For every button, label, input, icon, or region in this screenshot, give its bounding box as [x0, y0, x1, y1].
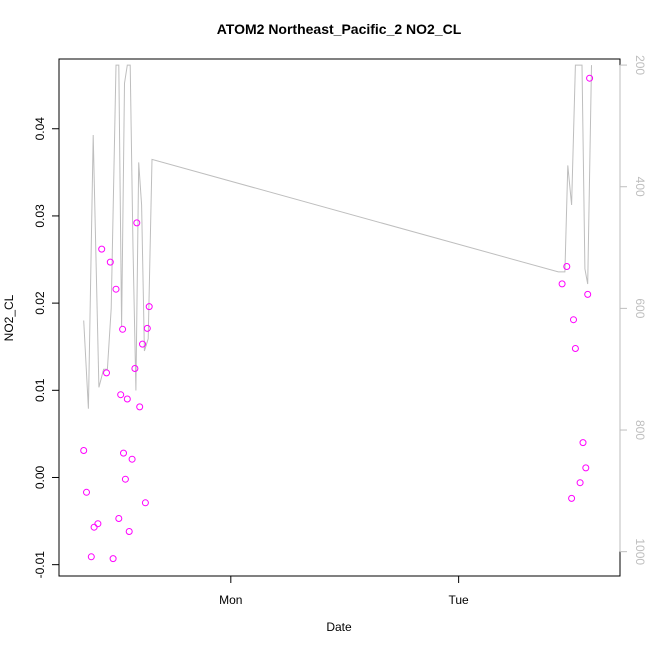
y-tick-label: 0.03: [33, 204, 47, 228]
right-tick-label: 1000: [633, 538, 647, 565]
data-point: [576, 479, 584, 487]
data-point: [133, 219, 141, 227]
x-axis: Mon Tue: [219, 575, 470, 607]
y-tick-label: 0.01: [33, 378, 47, 402]
data-point: [90, 523, 98, 531]
data-point: [145, 303, 153, 311]
data-point: [98, 245, 106, 253]
data-point: [579, 439, 587, 447]
data-point: [568, 494, 576, 502]
data-point: [120, 449, 127, 457]
data-point: [123, 395, 131, 403]
data-point: [109, 555, 117, 563]
data-point: [117, 391, 125, 399]
y-tick-label: 0.02: [33, 291, 47, 315]
data-point: [87, 553, 95, 561]
data-point: [139, 340, 146, 348]
data-point: [586, 74, 594, 82]
data-point: [128, 455, 136, 463]
data-point: [143, 324, 151, 332]
data-point: [582, 464, 590, 472]
data-point: [136, 403, 144, 411]
right-tick-label: 200: [633, 55, 647, 75]
right-axis: 200 400 600 800 1000: [619, 55, 647, 565]
data-point: [125, 528, 133, 535]
data-point: [141, 499, 149, 507]
data-point: [115, 515, 123, 522]
x-tick-label: Mon: [219, 593, 242, 607]
plot-frame: [58, 58, 621, 577]
plot-area: [80, 64, 594, 563]
data-point: [563, 263, 571, 270]
data-point: [121, 475, 129, 483]
data-point: [106, 258, 114, 266]
x-axis-title: Date: [326, 620, 352, 634]
y-tick-label: 0.04: [33, 117, 47, 141]
data-point: [570, 316, 577, 324]
x-tick-label: Tue: [449, 593, 470, 607]
y-tick-label: 0.00: [33, 465, 47, 489]
data-point: [119, 325, 127, 333]
data-point: [584, 290, 592, 298]
data-point: [131, 365, 139, 372]
y-tick-label: -0.01: [33, 551, 47, 579]
y-axis: -0.01 0.00 0.01 0.02 0.03 0.04: [33, 117, 60, 579]
right-tick-label: 600: [633, 298, 647, 318]
data-point: [112, 285, 120, 293]
pressure-line: [83, 64, 592, 409]
y-axis-title: NO2_CL: [2, 294, 16, 341]
data-point: [558, 280, 566, 288]
data-point: [80, 447, 88, 454]
data-point: [94, 520, 102, 528]
data-point: [571, 345, 579, 352]
data-point: [103, 369, 110, 377]
chart-title: ATOM2 Northeast_Pacific_2 NO2_CL: [217, 21, 462, 37]
data-point: [83, 488, 90, 496]
right-tick-label: 800: [633, 420, 647, 440]
right-tick-label: 400: [633, 177, 647, 197]
